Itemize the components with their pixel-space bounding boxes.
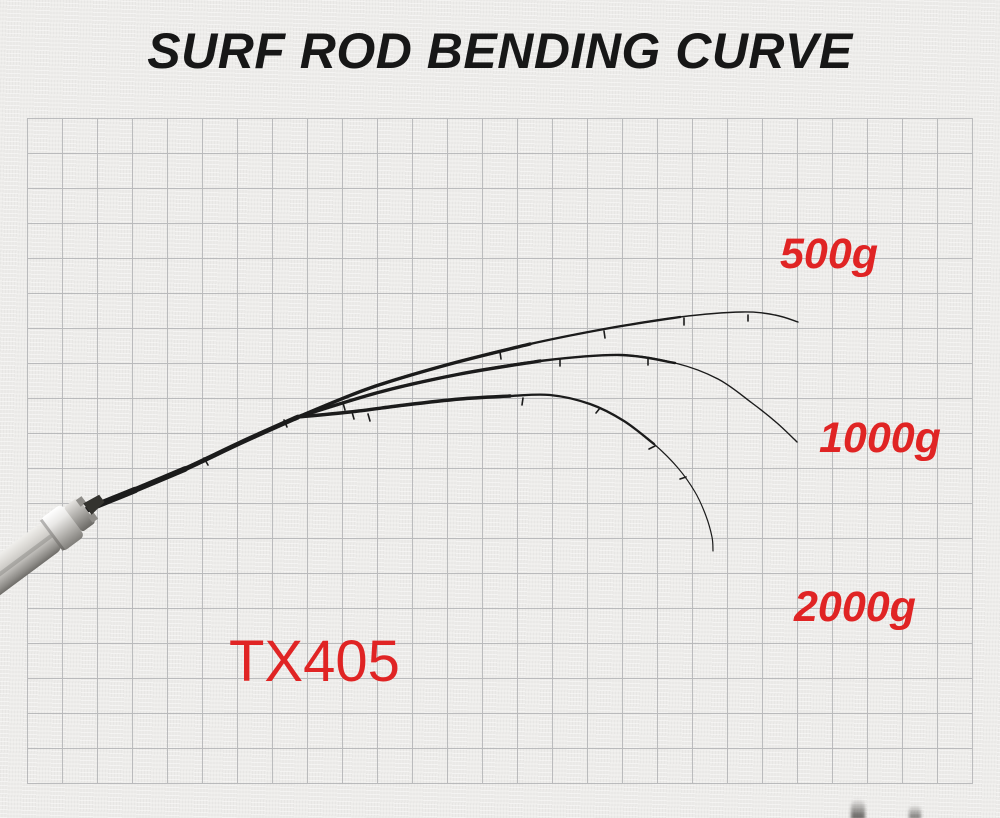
bottom-edge-object-left — [851, 799, 865, 818]
lock-nut — [64, 498, 95, 532]
rod-guide-tick — [342, 402, 346, 411]
curve-2000g — [296, 393, 714, 552]
rod-guide-tick — [283, 419, 288, 428]
rod-guide-tick — [367, 413, 371, 422]
page-title: SURF ROD BENDING CURVE — [147, 23, 853, 79]
rod-guide-tick — [603, 330, 606, 339]
rod-guide-tick — [648, 445, 656, 450]
weight-label-2000g: 2000g — [794, 583, 916, 631]
rod-guides — [203, 314, 749, 480]
rod-handle — [0, 494, 105, 623]
reel-seat-collar-edge — [39, 518, 65, 552]
lock-nut-tooth-bottom — [87, 512, 99, 523]
rod-guide-tick — [499, 351, 502, 360]
reel-seat-collar — [41, 505, 83, 551]
rod-guide-tick — [351, 411, 355, 420]
curve-500g — [296, 311, 799, 419]
blank-taper-joint — [83, 494, 105, 515]
model-label: TX405 — [229, 629, 400, 694]
weight-label-1000g: 1000g — [819, 414, 941, 462]
grid-paper — [27, 118, 973, 784]
curve-rod-butt-common-section — [84, 414, 301, 513]
weight-label-500g: 500g — [780, 230, 879, 278]
bend-curves — [84, 311, 799, 552]
rod-grip-shade-line — [0, 532, 55, 614]
rod-guide-tick — [203, 457, 209, 466]
rod-guide-tick — [679, 476, 687, 480]
rod-guide-tick — [521, 397, 524, 406]
curve-1000g — [296, 353, 798, 443]
bottom-edge-object-right — [909, 805, 921, 818]
rod-guide-tick — [595, 407, 601, 414]
rod-grip — [0, 523, 61, 623]
